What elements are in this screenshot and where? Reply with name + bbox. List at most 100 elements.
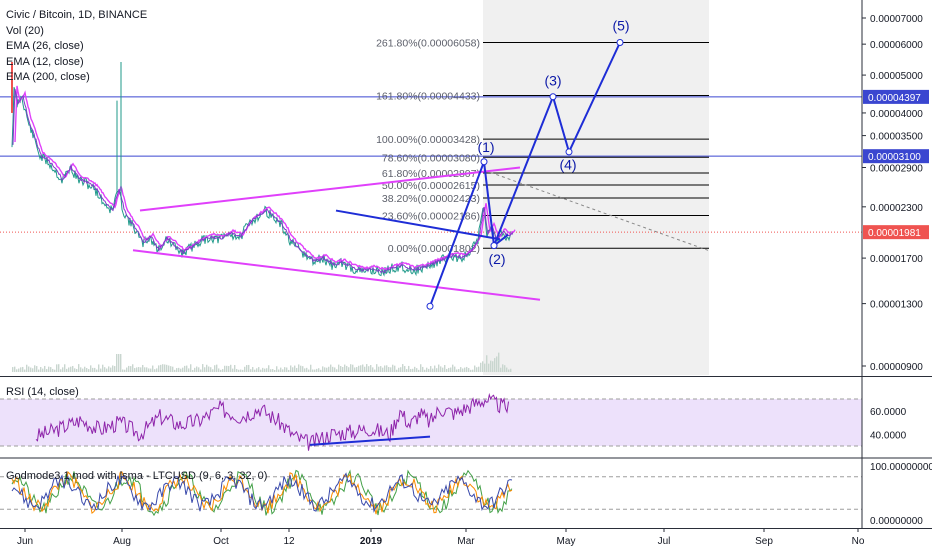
volume-bar [182,367,184,372]
volume-bar [266,368,268,372]
volume-bar [436,368,438,372]
oscillator-pane[interactable] [0,469,862,517]
volume-bar [44,365,46,372]
oscillator-title[interactable]: Godmode3.1 mod with lsma - LTCUSD (9, 6,… [6,470,268,482]
wave-label: (3) [544,73,561,89]
volume-bar [100,368,102,372]
fib-level-label: 78.60%(0.00003080) [382,152,480,164]
volume-bar [450,367,452,372]
volume-bar [164,364,166,372]
x-axis-tick-label: Oct [213,536,229,547]
rsi-title[interactable]: RSI (14, close) [6,386,79,398]
legend-ema-200[interactable]: EMA (200, close) [6,71,90,83]
volume-bar [368,366,370,372]
volume-bar [400,367,402,372]
volume-bar [26,364,28,372]
legend-ema-26[interactable]: EMA (26, close) [6,40,84,52]
wave-point [616,38,624,46]
volume-bar [208,366,210,372]
volume-bar [194,367,196,372]
projection-area [483,0,709,375]
volume-bar [438,364,440,372]
volume-bar [176,368,178,372]
fib-level-label: 50.00%(0.00002615) [382,180,480,192]
volume-bar [482,361,484,372]
volume-bar [54,369,56,372]
volume-bar [286,367,288,372]
volume-bar [268,365,270,372]
volume-bar [446,368,448,372]
volume-bar [372,367,374,372]
volume-bar [300,365,302,372]
volume-bar [412,368,414,372]
volume-bar [510,368,512,372]
volume-bar [162,364,164,372]
volume-bar [248,364,250,372]
volume-bar [428,368,430,372]
volume-bar [240,369,242,372]
volume-bar [322,366,324,372]
volume-bar [390,367,392,372]
volume-bar [262,367,264,372]
volume-bar [336,369,338,372]
volume-bar [260,369,262,372]
legend-volume[interactable]: Vol (20) [6,24,44,37]
volume-bar [508,369,510,372]
volume-bar [364,366,366,372]
volume-bar [90,365,92,372]
volume-bar [502,364,504,372]
volume-bar [238,369,240,372]
volume-bar [84,366,86,372]
price-pane[interactable]: 261.80%(0.00006058) 161.80%(0.00004433) 10… [0,18,862,372]
volume-bar [466,366,468,372]
fib-level-label: 38.20%(0.00002423) [382,193,480,205]
volume-bar [490,360,492,372]
volume-bar [290,365,292,372]
volume-bar [92,367,94,372]
volume-bar [276,366,278,372]
price-label-box [863,225,929,240]
volume-bar [118,354,120,372]
volume-bar [496,356,498,372]
volume-bar [178,367,180,372]
x-axis-tick-label: Mar [457,536,475,547]
rsi-pane[interactable] [0,392,862,451]
volume-bar [278,369,280,372]
fib-level-label: 0.00%(0.00001802) [388,243,480,255]
legend-ema-12[interactable]: EMA (12, close) [6,55,84,68]
wave-point [549,93,557,101]
volume-bar [380,366,382,372]
osc-axis-label: 0.00000000 [870,516,923,527]
volume-bar [414,366,416,372]
volume-bar [34,365,36,372]
x-axis-tick-label: 2019 [360,536,383,547]
volume-bar [32,368,34,372]
volume-bar [460,367,462,372]
fib-level-label: 23.60%(0.00002186) [382,210,480,222]
volume-bar [328,366,330,372]
volume-bar [74,368,76,372]
wave-label: (4) [559,157,576,173]
legend-symbol[interactable]: Civic / Bitcoin, 1D, BINANCE [6,9,148,21]
volume-bar [216,364,218,372]
volume-bar [430,366,432,372]
volume-bar [158,365,160,372]
volume-bar [146,367,148,372]
volume-bar [440,366,442,372]
volume-bar [256,368,258,372]
volume-bar [302,366,304,372]
x-axis-tick-label: May [557,536,576,547]
volume-bar [360,365,362,372]
y-axis-tick-label: 0.00002300 [870,203,923,214]
volume-bar [206,364,208,372]
volume-bar [354,367,356,372]
volume-bar [140,367,142,372]
volume-bar [478,366,480,372]
volume-bar [130,366,132,372]
volume-bar [136,367,138,372]
volume-bar [126,367,128,372]
volume-bar [142,364,144,372]
volume-bar [102,364,104,372]
volume-bar [18,368,20,372]
